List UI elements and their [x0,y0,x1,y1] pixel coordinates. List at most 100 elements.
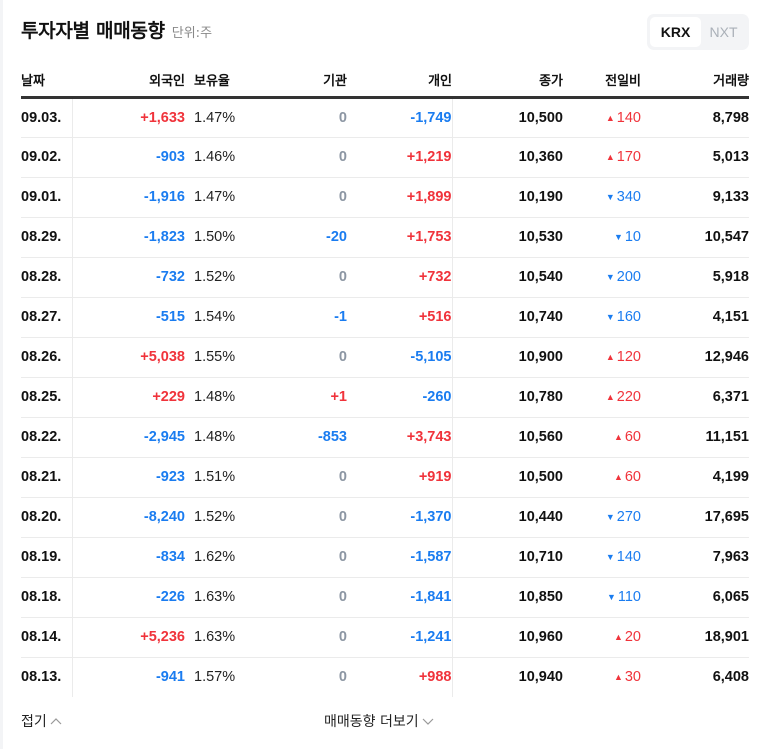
cell-close-price: 10,500 [452,457,563,498]
col-header-holding-ratio: 보유율 [185,64,245,99]
unit-label: 단위:주 [171,26,213,41]
change-value: 140 [616,109,641,126]
cell-change: ▼ 340 [563,177,641,218]
change-value: 120 [616,349,641,365]
cell-individual: -1,749 [347,97,453,138]
triangle-up-icon: ▲ [613,632,623,642]
cell-individual: -1,370 [347,497,453,538]
cell-volume: 12,946 [641,337,749,378]
cell-date: 08.26. [21,337,73,378]
cell-close-price: 10,900 [452,337,563,378]
cell-change: ▲ 60 [563,457,641,498]
cell-institution: 0 [338,669,347,686]
cell-foreign: +1,633 [72,97,185,138]
change-value: 110 [617,589,641,605]
cell-date: 08.22. [21,417,73,458]
triangle-down-icon: ▼ [605,272,615,282]
cell-individual: +3,743 [347,417,453,458]
change-value: 140 [616,549,641,565]
cell-volume: 8,798 [641,97,749,138]
cell-individual: -1,241 [347,617,453,658]
cell-individual: -260 [347,377,453,418]
cell-holding-ratio: 1.48% [185,377,245,418]
col-header-foreign: 외국인 [72,64,185,99]
cell-volume: 18,901 [641,617,749,658]
triangle-down-icon: ▼ [605,312,615,322]
table-row: 09.02. -903 1.46% 0 +1,219 10,360 ▲ 170 5,013 [21,137,749,178]
cell-holding-ratio: 1.50% [185,217,245,258]
cell-change: ▼ 160 [563,297,641,338]
cell-volume: 6,408 [712,669,749,686]
cell-holding-ratio: 1.62% [185,537,245,578]
change-value: 20 [624,629,641,645]
cell-close-price: 10,960 [452,617,563,658]
chevron-down-icon [422,718,434,725]
cell-volume: 4,151 [641,297,749,338]
triangle-up-icon: ▲ [605,152,615,162]
triangle-up-icon: ▲ [605,112,615,123]
cell-volume: 17,695 [641,497,749,538]
cell-volume: 6,371 [641,377,749,418]
cell-foreign: -903 [72,137,185,178]
cell-holding-ratio: 1.52% [185,257,245,298]
table-row: 08.21. -923 1.51% 0 +919 10,500 ▲ 60 4,199 [21,457,749,498]
chevron-up-icon [50,718,62,725]
col-header-change: 전일비 [563,64,641,99]
collapse-label: 접기 [21,714,47,730]
triangle-down-icon: ▼ [613,232,623,242]
change-value: 60 [624,469,641,485]
cell-volume: 7,963 [641,537,749,578]
change-value: 340 [616,189,641,205]
cell-institution: 0 [245,137,347,178]
triangle-up-icon: ▲ [613,432,623,442]
cell-institution: 0 [245,577,347,618]
cell-date: 08.25. [21,377,73,418]
section-header: 투자자별 매매동향 단위:주 [21,16,212,46]
cell-holding-ratio: 1.55% [185,337,245,378]
cell-foreign: -2,945 [72,417,185,458]
change-value: 10 [624,229,641,245]
market-option-nxt[interactable]: NXT [709,24,738,40]
cell-institution: 0 [245,457,347,498]
cell-holding-ratio: 1.46% [185,137,245,178]
col-header-volume: 거래량 [641,64,749,99]
cell-foreign: -923 [72,457,185,498]
cell-foreign: -732 [72,257,185,298]
market-toggle: KRX NXT [647,14,749,50]
cell-close-price: 10,360 [452,137,563,178]
table-row: 08.26. +5,038 1.55% 0 -5,105 10,900 ▲ 120 12,946 [21,337,749,378]
cell-close-price: 10,940 [518,669,563,686]
cell-holding-ratio: 1.54% [185,297,245,338]
cell-holding-ratio: 1.63% [185,617,245,658]
change-value: 160 [616,309,641,325]
table-row: 08.25. +229 1.48% +1 -260 10,780 ▲ 220 6,371 [21,377,749,418]
cell-volume: 6,065 [641,577,749,618]
cell-individual: +919 [347,457,453,498]
cell-change: ▲ 220 [563,377,641,418]
table-row: 08.19. -834 1.62% 0 -1,587 10,710 ▼ 140 7,963 [21,537,749,578]
cell-change: ▼ 110 [563,577,641,618]
cell-change: ▲ 20 [563,617,641,658]
cell-institution: 0 [245,337,347,378]
table-row: 08.14. +5,236 1.63% 0 -1,241 10,960 ▲ 20 18,901 [21,617,749,658]
cell-date: 08.27. [21,297,73,338]
triangle-up-icon: ▲ [605,352,615,362]
collapse-button[interactable]: 접기 [21,711,63,731]
cell-foreign: -1,916 [72,177,185,218]
more-trading-label: 매매동향 더보기 [324,714,419,730]
cell-foreign: -8,240 [72,497,185,538]
cell-individual: +988 [347,657,453,697]
cell-close-price: 10,560 [452,417,563,458]
cell-date: 08.20. [21,497,73,538]
more-trading-button[interactable]: 매매동향 더보기 [324,711,435,731]
change-value: 200 [616,269,641,285]
cell-close-price: 10,780 [452,377,563,418]
col-header-date: 날짜 [21,64,72,99]
cell-holding-ratio: 1.51% [185,457,245,498]
cell-volume: 11,151 [641,417,749,458]
cell-individual: -1,841 [347,577,453,618]
cell-date: 08.28. [21,257,73,298]
table-row: 08.20. -8,240 1.52% 0 -1,370 10,440 ▼ 270 17,695 [21,497,749,538]
market-option-krx[interactable]: KRX [650,17,701,47]
cell-date: 08.14. [21,617,73,658]
